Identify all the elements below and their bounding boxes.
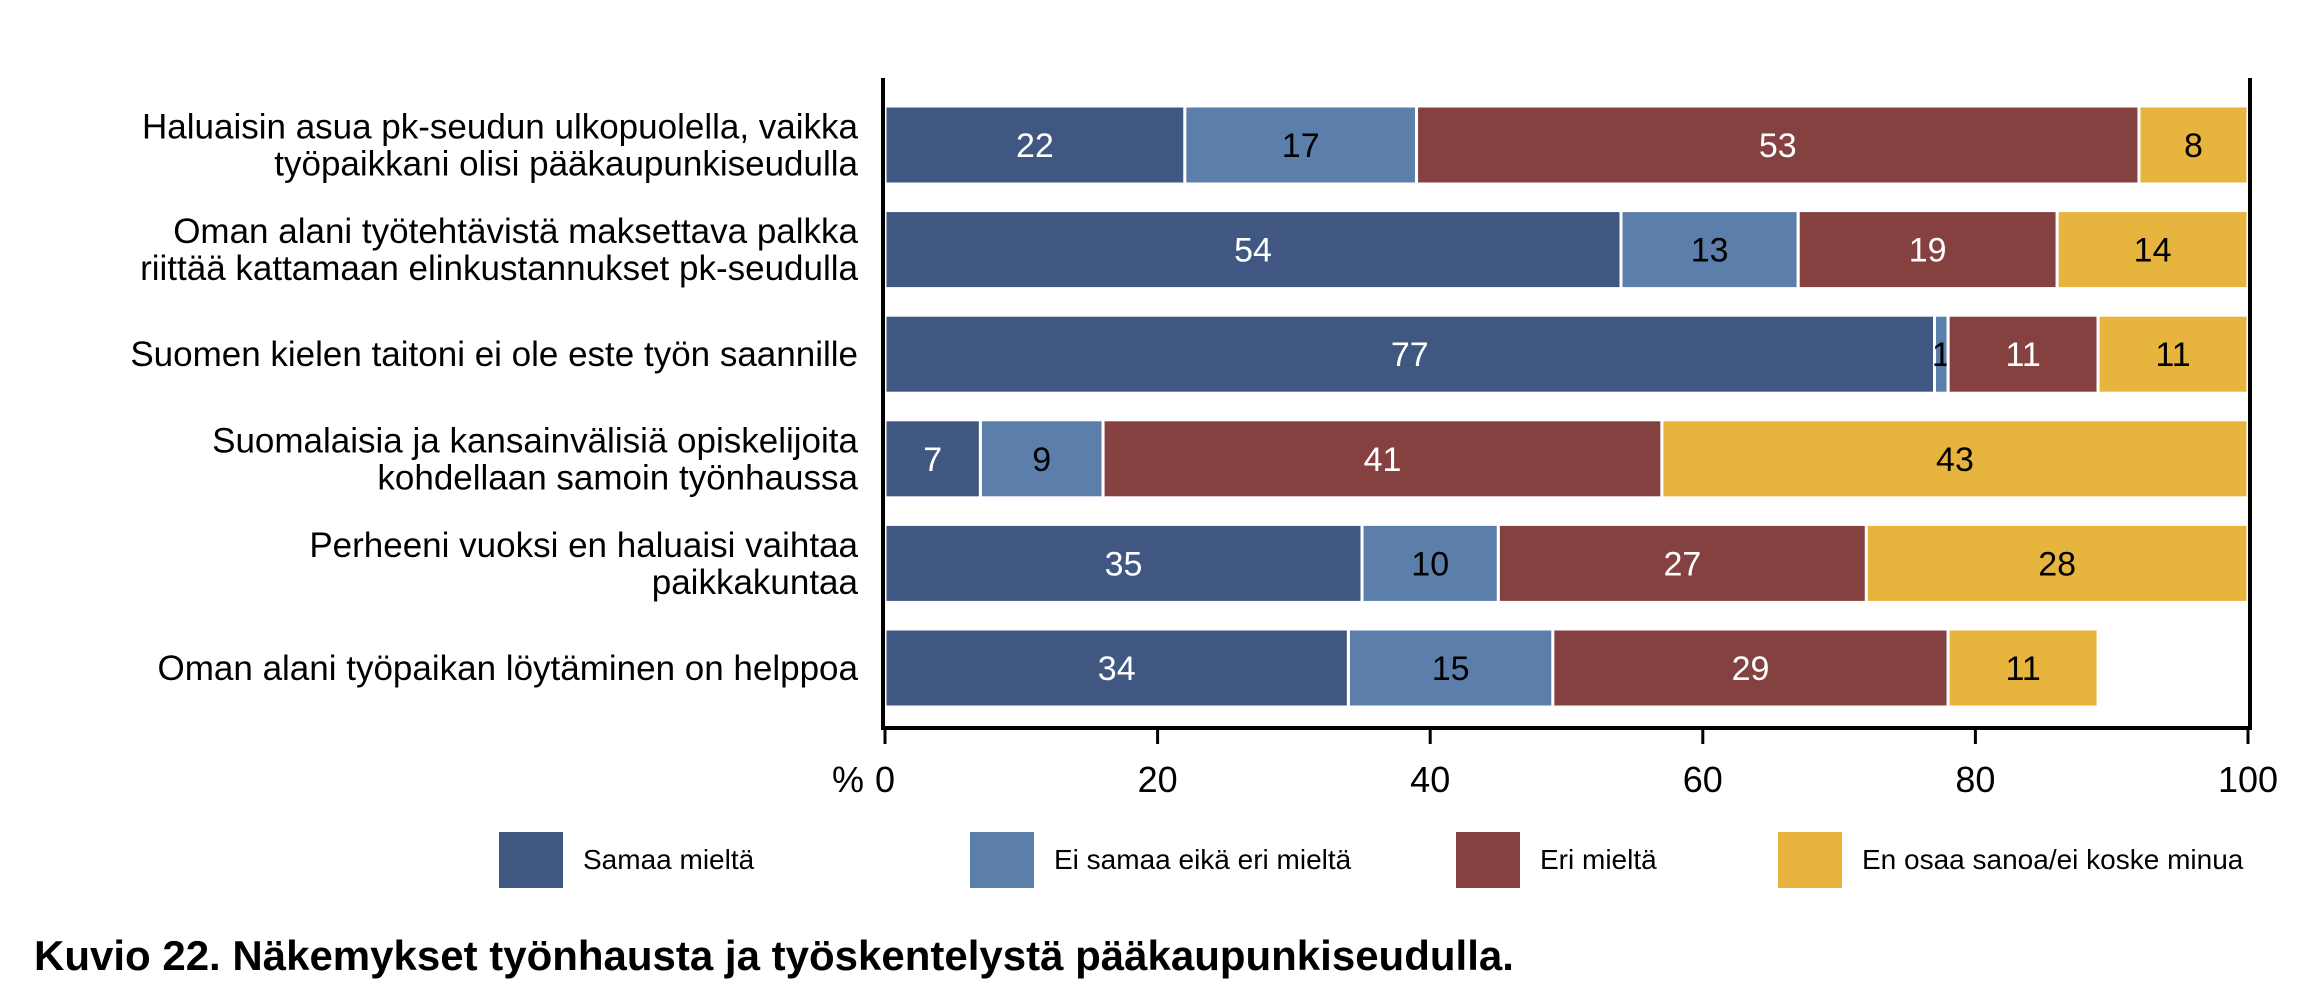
bar-value-label-4-4: 43 bbox=[1936, 441, 1974, 479]
figure-caption: Kuvio 22. Näkemykset työnhausta ja työsk… bbox=[34, 932, 1514, 979]
bar-segment-3-4 bbox=[2096, 313, 2250, 395]
bar-segment-1-2 bbox=[1183, 104, 1419, 186]
bar-segment-2-2 bbox=[1619, 209, 1800, 291]
x-tick-label-100: 100 bbox=[2218, 759, 2278, 800]
bar-value-label-4-1: 7 bbox=[923, 441, 942, 479]
bar-value-label-6-2: 15 bbox=[1432, 650, 1470, 688]
bar-segment-5-2 bbox=[1360, 522, 1500, 604]
bar-segment-5-3 bbox=[1496, 522, 1868, 604]
bar-value-label-4-2: 9 bbox=[1032, 441, 1051, 479]
bar-value-label-5-2: 10 bbox=[1411, 545, 1449, 583]
category-label-4-line-1: Suomalaisia ja kansainvälisiä opiskelijo… bbox=[212, 421, 858, 460]
legend-swatch-4 bbox=[1778, 832, 1842, 888]
category-labels: Haluaisin asua pk-seudun ulkopuolella, v… bbox=[130, 108, 858, 689]
bar-value-label-4-3: 41 bbox=[1364, 441, 1402, 479]
bar-value-label-1-2: 17 bbox=[1282, 127, 1320, 165]
legend-swatch-3 bbox=[1456, 832, 1520, 888]
bar-value-label-6-4: 11 bbox=[2005, 650, 2040, 688]
bar-value-label-2-4: 14 bbox=[2134, 232, 2172, 270]
category-label-5-line-1: Perheeni vuoksi en haluaisi vaihtaa bbox=[309, 526, 858, 565]
bar-value-label-3-1: 77 bbox=[1391, 336, 1429, 374]
bar-segment-6-1 bbox=[883, 627, 1350, 709]
bar-value-label-3-2: 1 bbox=[1932, 336, 1951, 374]
legend-label-4: En osaa sanoa/ei koske minua bbox=[1862, 844, 2244, 875]
axes: % bbox=[832, 78, 2252, 800]
bar-value-label-2-2: 13 bbox=[1691, 232, 1729, 270]
bar-value-label-2-1: 54 bbox=[1234, 232, 1272, 270]
category-label-1-line-1: Haluaisin asua pk-seudun ulkopuolella, v… bbox=[142, 108, 859, 147]
bar-value-label-6-3: 29 bbox=[1732, 650, 1770, 688]
category-label-4-line-2: kohdellaan samoin työnhaussa bbox=[377, 458, 858, 497]
category-label-3-line-1: Suomen kielen taitoni ei ole este työn s… bbox=[130, 335, 858, 374]
x-tick-label-40: 40 bbox=[1410, 759, 1450, 800]
bar-value-label-1-3: 53 bbox=[1759, 127, 1797, 165]
bar-segment-1-3 bbox=[1415, 104, 2141, 186]
category-label-2-line-1: Oman alani työtehtävistä maksettava palk… bbox=[173, 212, 858, 251]
bar-value-label-5-4: 28 bbox=[2038, 545, 2076, 583]
category-label-5-line-2: paikkakuntaa bbox=[652, 563, 859, 602]
x-tick-label-0: 0 bbox=[875, 759, 895, 800]
bar-segment-2-4 bbox=[2055, 209, 2250, 291]
bar-value-label-1-1: 22 bbox=[1016, 127, 1054, 165]
bar-value-label-5-1: 35 bbox=[1105, 545, 1143, 583]
bar-segment-6-4 bbox=[1946, 627, 2100, 709]
legend-label-3: Eri mieltä bbox=[1540, 844, 1657, 875]
x-axis-unit-label: % bbox=[832, 759, 864, 800]
bar-value-label-6-1: 34 bbox=[1098, 650, 1136, 688]
category-label-1-line-2: työpaikkani olisi pääkaupunkiseudulla bbox=[274, 145, 858, 184]
x-ticks: 0 20 40 60 80 100 bbox=[875, 728, 2278, 800]
legend-swatch-1 bbox=[499, 832, 563, 888]
bar-value-label-1-4: 8 bbox=[2184, 127, 2203, 165]
x-tick-label-60: 60 bbox=[1683, 759, 1723, 800]
bar-value-label-3-3: 11 bbox=[2005, 336, 2040, 374]
bar-value-label-3-4: 11 bbox=[2155, 336, 2190, 374]
legend-swatch-2 bbox=[970, 832, 1034, 888]
bar-segment-4-3 bbox=[1101, 418, 1664, 500]
legend-label-1: Samaa mieltä bbox=[583, 844, 755, 875]
category-label-6-line-1: Oman alani työpaikan löytäminen on helpp… bbox=[158, 649, 859, 688]
x-tick-label-20: 20 bbox=[1138, 759, 1178, 800]
category-label-2-line-2: riittää kattamaan elinkustannukset pk-se… bbox=[140, 249, 858, 288]
bar-segment-5-4 bbox=[1864, 522, 2250, 604]
legend: Samaa mieltä Ei samaa eikä eri mieltä Eri … bbox=[499, 832, 2244, 888]
bar-segment-6-3 bbox=[1551, 627, 1950, 709]
bar-value-label-2-3: 19 bbox=[1909, 232, 1947, 270]
legend-label-2: Ei samaa eikä eri mieltä bbox=[1054, 844, 1352, 875]
x-tick-label-80: 80 bbox=[1955, 759, 1995, 800]
bar-segment-2-1 bbox=[883, 209, 1623, 291]
bar-value-label-5-3: 27 bbox=[1663, 545, 1701, 583]
bar-segment-2-3 bbox=[1796, 209, 2059, 291]
bar-segment-3-3 bbox=[1946, 313, 2100, 395]
bar-segment-5-1 bbox=[883, 522, 1364, 604]
